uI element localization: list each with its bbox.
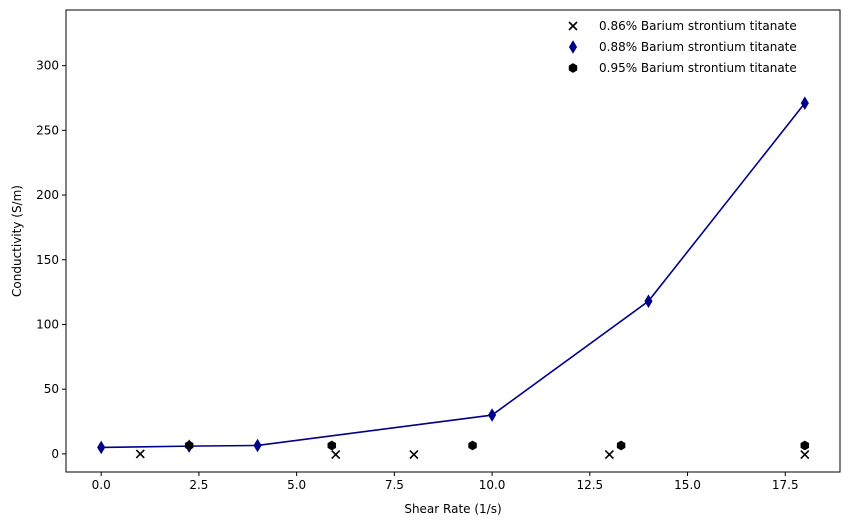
y-axis-label: Conductivity (S/m) bbox=[10, 185, 24, 297]
x-marker-stroke bbox=[331, 449, 341, 460]
x-axis-ticks: 0.0 2.5 5.0 7.5 10.0 12.5 15.0 17.5 bbox=[92, 472, 799, 492]
y-tick-label: 50 bbox=[44, 382, 59, 396]
data-point bbox=[800, 96, 809, 110]
data-point bbox=[409, 449, 419, 460]
data-point bbox=[331, 449, 341, 460]
legend-label: 0.86% Barium strontium titanate bbox=[599, 19, 797, 33]
y-tick-label: 200 bbox=[36, 188, 59, 202]
x-marker-stroke bbox=[409, 449, 419, 460]
axes-frame bbox=[65, 9, 841, 473]
x-marker-stroke bbox=[568, 21, 578, 31]
x-tick-label: 0.0 bbox=[92, 478, 111, 492]
y-tick-label: 300 bbox=[36, 59, 59, 73]
x-tick-label: 12.5 bbox=[576, 478, 603, 492]
x-tick-label: 17.5 bbox=[772, 478, 799, 492]
y-tick-label: 250 bbox=[36, 123, 59, 137]
chart-marks bbox=[97, 96, 810, 460]
x-tick-label: 7.5 bbox=[385, 478, 404, 492]
data-point bbox=[644, 294, 653, 308]
x-tick-label: 5.0 bbox=[287, 478, 306, 492]
data-point bbox=[488, 408, 497, 422]
series-2 bbox=[97, 96, 809, 455]
x-marker-stroke bbox=[604, 449, 614, 460]
x-tick-label: 10.0 bbox=[479, 478, 506, 492]
y-axis-ticks: 0 50 100 150 200 250 300 bbox=[36, 59, 66, 461]
data-point bbox=[800, 449, 810, 460]
data-point bbox=[135, 449, 145, 459]
legend-item: 0.88% Barium strontium titanate bbox=[568, 40, 797, 54]
data-point bbox=[800, 440, 810, 451]
series-line bbox=[101, 102, 806, 449]
legend: 0.86% Barium strontium titanate 0.88% Bar… bbox=[568, 19, 797, 75]
data-point bbox=[97, 440, 106, 455]
series-3 bbox=[184, 440, 810, 451]
x-marker-stroke bbox=[135, 449, 145, 459]
x-tick-label: 2.5 bbox=[189, 478, 208, 492]
legend-item: 0.86% Barium strontium titanate bbox=[568, 19, 797, 33]
legend-marker bbox=[568, 21, 578, 31]
legend-marker bbox=[568, 40, 578, 54]
x-axis-label: Shear Rate (1/s) bbox=[404, 502, 501, 516]
data-point bbox=[327, 440, 337, 451]
data-point bbox=[253, 438, 262, 453]
legend-item: 0.95% Barium strontium titanate bbox=[568, 61, 797, 75]
data-point bbox=[604, 449, 614, 460]
data-point bbox=[468, 440, 477, 451]
legend-label: 0.88% Barium strontium titanate bbox=[599, 40, 797, 54]
y-tick-label: 100 bbox=[36, 317, 59, 331]
legend-label: 0.95% Barium strontium titanate bbox=[599, 61, 797, 75]
data-point bbox=[184, 440, 194, 451]
x-marker-stroke bbox=[800, 449, 810, 460]
y-tick-label: 0 bbox=[51, 447, 59, 461]
y-tick-label: 150 bbox=[36, 253, 59, 267]
legend-marker bbox=[568, 63, 578, 73]
x-tick-label: 15.0 bbox=[674, 478, 701, 492]
series-1 bbox=[135, 449, 810, 460]
data-point bbox=[616, 440, 626, 451]
